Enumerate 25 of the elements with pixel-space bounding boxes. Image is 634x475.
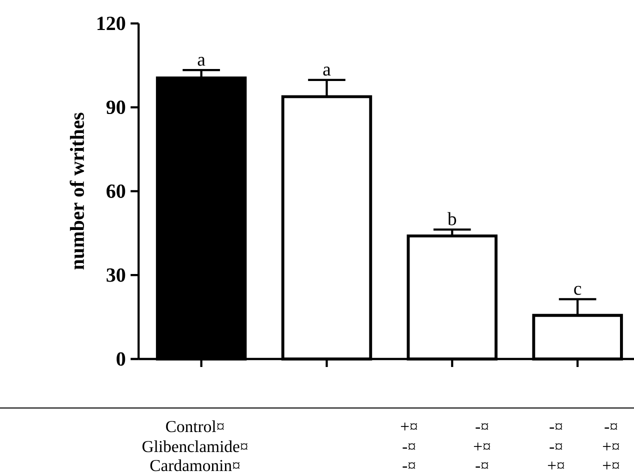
text: -¤ bbox=[476, 462, 488, 469]
text: +¤ bbox=[400, 422, 418, 430]
y-tick-label: 90 bbox=[106, 100, 126, 114]
y-tick-label: 120 bbox=[98, 16, 126, 30]
text: -¤ bbox=[550, 423, 562, 430]
data-label: a bbox=[323, 66, 331, 76]
text: Cardamonin¤ bbox=[150, 459, 240, 472]
text: -¤ bbox=[476, 423, 488, 430]
y-axis-title: number of writhes bbox=[70, 112, 84, 270]
data-label: c bbox=[574, 286, 582, 295]
text: -¤ bbox=[550, 443, 562, 450]
text: Glibenclamide¤ bbox=[142, 440, 248, 452]
data-label: b bbox=[447, 212, 456, 226]
y-tick-label: 0 bbox=[116, 352, 126, 366]
text: Control¤ bbox=[166, 420, 224, 432]
text: -¤ bbox=[604, 423, 618, 430]
text: +¤ bbox=[548, 462, 564, 470]
text: -¤ bbox=[402, 462, 416, 469]
y-tick-label: 60 bbox=[106, 184, 126, 198]
text: +¤ bbox=[602, 442, 620, 450]
data-label: a bbox=[198, 56, 206, 66]
y-tick-label: 30 bbox=[106, 268, 126, 282]
text: -¤ bbox=[402, 443, 416, 450]
text: +¤ bbox=[474, 442, 490, 450]
text: +¤ bbox=[602, 462, 620, 470]
